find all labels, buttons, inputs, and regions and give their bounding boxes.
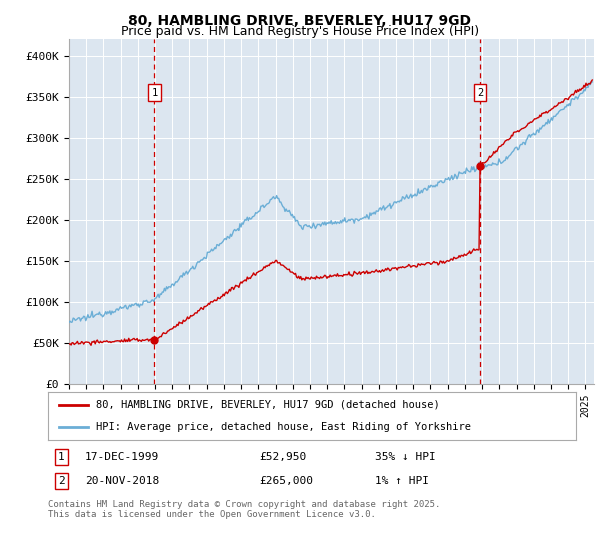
Text: HPI: Average price, detached house, East Riding of Yorkshire: HPI: Average price, detached house, East… [95, 422, 470, 432]
Text: 80, HAMBLING DRIVE, BEVERLEY, HU17 9GD (detached house): 80, HAMBLING DRIVE, BEVERLEY, HU17 9GD (… [95, 400, 439, 410]
Text: 1: 1 [151, 87, 158, 97]
Text: 35% ↓ HPI: 35% ↓ HPI [376, 452, 436, 462]
Text: 17-DEC-1999: 17-DEC-1999 [85, 452, 159, 462]
Text: £265,000: £265,000 [259, 476, 313, 486]
Text: 2: 2 [58, 476, 65, 486]
Text: 1: 1 [58, 452, 65, 462]
Text: 1% ↑ HPI: 1% ↑ HPI [376, 476, 430, 486]
Text: 80, HAMBLING DRIVE, BEVERLEY, HU17 9GD: 80, HAMBLING DRIVE, BEVERLEY, HU17 9GD [128, 14, 472, 28]
Text: £52,950: £52,950 [259, 452, 307, 462]
Text: 20-NOV-2018: 20-NOV-2018 [85, 476, 159, 486]
Text: Price paid vs. HM Land Registry's House Price Index (HPI): Price paid vs. HM Land Registry's House … [121, 25, 479, 38]
Text: Contains HM Land Registry data © Crown copyright and database right 2025.
This d: Contains HM Land Registry data © Crown c… [48, 500, 440, 519]
Text: 2: 2 [477, 87, 483, 97]
